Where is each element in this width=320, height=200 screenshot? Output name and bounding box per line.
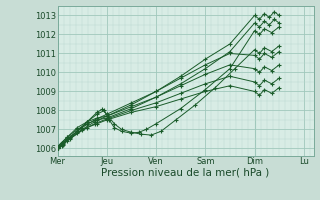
X-axis label: Pression niveau de la mer( hPa ): Pression niveau de la mer( hPa ) — [101, 168, 270, 178]
